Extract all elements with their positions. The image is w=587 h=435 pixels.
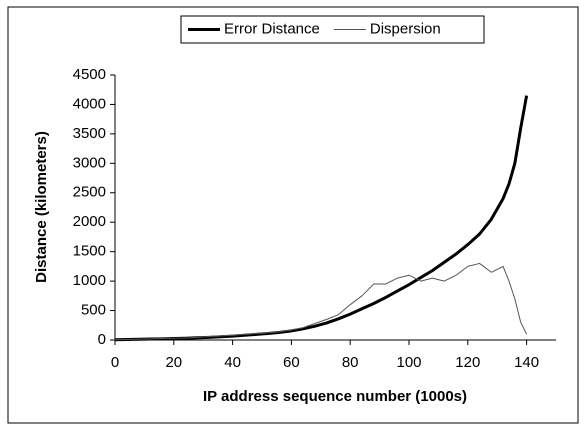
x-tick-label: 140 (514, 354, 539, 371)
x-tick-label: 60 (283, 354, 300, 371)
x-tick-label: 40 (224, 354, 241, 371)
x-tick-label: 0 (111, 354, 119, 371)
legend-label: Error Distance (224, 20, 320, 37)
x-tick-label: 100 (396, 354, 421, 371)
y-tick-label: 1000 (73, 272, 106, 289)
y-tick-label: 4500 (73, 66, 106, 83)
legend-box (180, 15, 485, 44)
y-axis-title: Distance (kilometers) (33, 131, 50, 283)
x-tick-label: 80 (342, 354, 359, 371)
x-axis-title: IP address sequence number (1000s) (203, 388, 467, 405)
y-tick-label: 3500 (73, 125, 106, 142)
y-tick-label: 3000 (73, 154, 106, 171)
legend-label: Dispersion (370, 20, 441, 37)
chart-border (7, 6, 579, 424)
x-tick-label: 120 (455, 354, 480, 371)
y-tick-label: 1500 (73, 243, 106, 260)
y-tick-label: 500 (81, 302, 106, 319)
y-tick-label: 0 (98, 331, 106, 348)
series-line (114, 262, 528, 341)
y-tick-label: 2500 (73, 184, 106, 201)
y-tick-label: 4000 (73, 95, 106, 112)
y-tick-label: 2000 (73, 213, 106, 230)
x-tick-label: 20 (165, 354, 182, 371)
